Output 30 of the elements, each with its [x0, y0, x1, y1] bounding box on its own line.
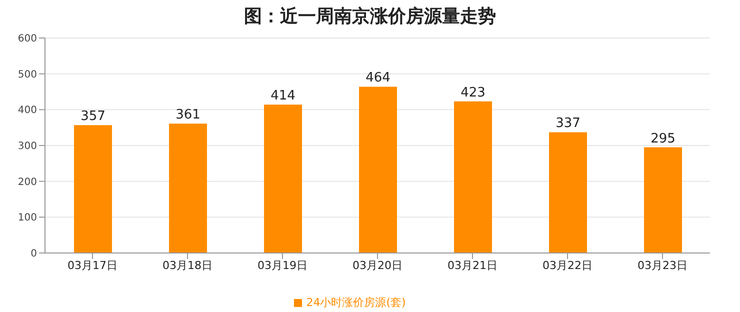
bar — [644, 147, 682, 253]
bar — [264, 104, 302, 253]
y-tick-label: 600 — [18, 34, 37, 45]
data-label: 361 — [176, 108, 200, 123]
data-label: 414 — [270, 88, 296, 104]
y-tick-label: 200 — [18, 176, 37, 188]
x-tick-label: 03月17日 — [68, 258, 118, 272]
x-tick-label: 03月18日 — [162, 258, 212, 272]
y-tick-label: 100 — [18, 212, 37, 224]
bar — [359, 86, 397, 253]
x-tick-label: 03月23日 — [638, 258, 688, 272]
x-tick-label: 03月20日 — [352, 258, 402, 272]
bar — [169, 124, 207, 253]
bar — [74, 125, 112, 253]
y-tick-label: 300 — [18, 141, 37, 152]
data-label: 423 — [460, 85, 486, 100]
data-label: 464 — [366, 70, 390, 86]
chart-title: 图：近一周南京涨价房源量走势 — [243, 5, 497, 28]
data-label: 357 — [80, 109, 106, 124]
x-tick-label: 03月21日 — [448, 258, 498, 272]
x-tick-label: 03月22日 — [542, 258, 592, 272]
y-tick-label: 400 — [18, 105, 37, 116]
bar — [454, 101, 492, 253]
x-tick-label: 03月19日 — [258, 258, 308, 272]
bar — [549, 132, 587, 253]
legend-label: 24小时涨价房源(套) — [306, 296, 406, 309]
data-label: 295 — [650, 131, 676, 146]
y-tick-label: 0 — [30, 248, 37, 260]
data-label: 337 — [556, 116, 580, 132]
y-tick-label: 500 — [18, 69, 37, 80]
